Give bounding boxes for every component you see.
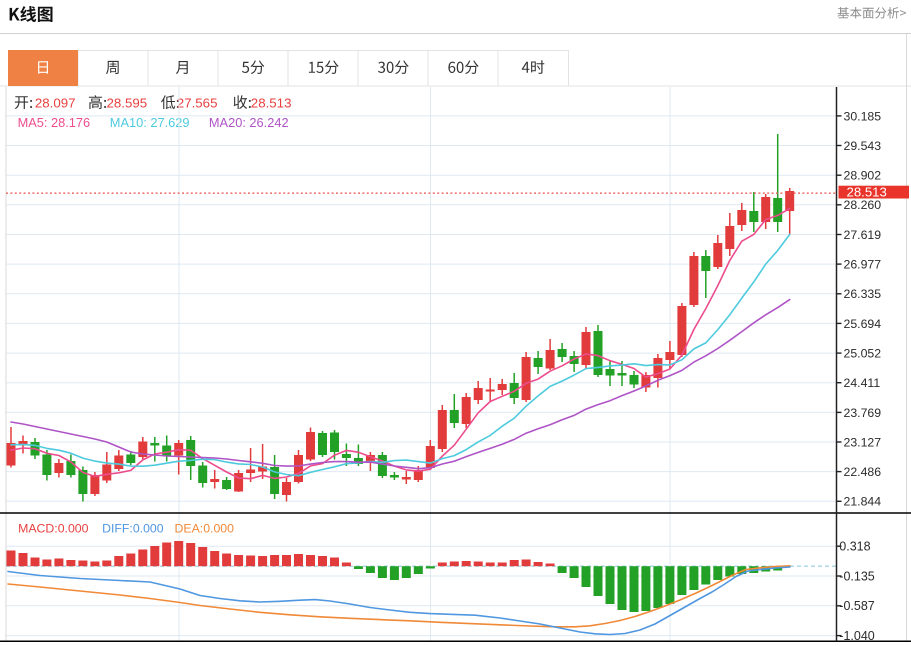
svg-text:26.335: 26.335 <box>844 287 882 301</box>
svg-text:25.694: 25.694 <box>844 317 882 331</box>
svg-text:23.769: 23.769 <box>844 406 882 420</box>
svg-text:MA20: 26.242: MA20: 26.242 <box>209 115 289 130</box>
svg-text:28.513: 28.513 <box>251 95 292 110</box>
svg-text:MACD:0.000: MACD:0.000 <box>18 521 89 535</box>
svg-text:29.543: 29.543 <box>844 139 882 153</box>
svg-text:30.185: 30.185 <box>844 109 882 123</box>
svg-text:22.486: 22.486 <box>844 465 882 479</box>
svg-text:21.844: 21.844 <box>844 495 882 509</box>
svg-text:28.902: 28.902 <box>844 169 882 183</box>
svg-text:0.318: 0.318 <box>839 540 870 554</box>
svg-text:25.052: 25.052 <box>844 347 882 361</box>
svg-text:MA5: 28.176: MA5: 28.176 <box>18 115 91 130</box>
svg-text:24.411: 24.411 <box>844 376 881 390</box>
svg-text:26.977: 26.977 <box>844 258 882 272</box>
svg-text:MA10: 27.629: MA10: 27.629 <box>110 115 190 130</box>
svg-text:27.565: 27.565 <box>177 95 218 110</box>
svg-text:28.595: 28.595 <box>107 95 148 110</box>
svg-text:28.513: 28.513 <box>847 184 887 199</box>
svg-text:28.260: 28.260 <box>844 198 882 212</box>
svg-text:-0.135: -0.135 <box>839 569 874 583</box>
svg-text:27.619: 27.619 <box>844 228 882 242</box>
svg-text:23.127: 23.127 <box>844 435 882 449</box>
svg-text:DIFF:0.000: DIFF:0.000 <box>102 521 164 535</box>
svg-text:-1.040: -1.040 <box>839 629 874 643</box>
svg-text:DEA:0.000: DEA:0.000 <box>175 521 235 535</box>
svg-text:-0.587: -0.587 <box>839 599 874 613</box>
svg-text:28.097: 28.097 <box>35 95 76 110</box>
